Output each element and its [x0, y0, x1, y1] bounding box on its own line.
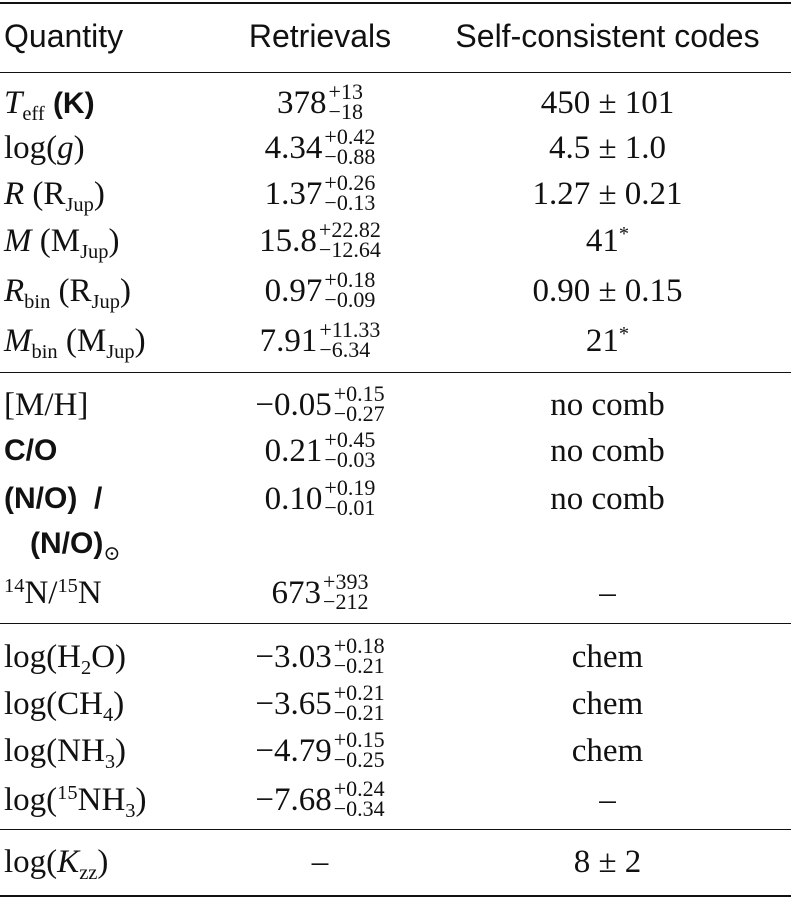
retrieval-value: 378 +13 −18 [277, 79, 363, 125]
row-label: log(15NH3) [4, 781, 147, 823]
self-consistent-value: 41* [585, 222, 630, 259]
retrieval-value: 0.21 +0.45 −0.03 [264, 427, 376, 473]
row-label: Teff (K) [4, 85, 95, 126]
row-label: Mbin (MJup) [4, 323, 146, 364]
row-label: R (RJup) [4, 176, 105, 217]
row-label: M (MJup) [4, 223, 120, 264]
table-row-co: C/O 0.21 +0.45 −0.03 no comb [0, 426, 791, 476]
row-label: C/O [4, 434, 58, 467]
table-row-no: (N/O) / 0.10 +0.19 −0.01 no comb [0, 474, 791, 524]
retrieval-value: 1.37 +0.26 −0.13 [264, 170, 376, 216]
table-row-metallicity: [M/H] −0.05 +0.15 −0.27 no comb [0, 380, 791, 430]
table-row-nh3: log(NH3) −4.79 +0.15 −0.25 chem [0, 726, 791, 776]
retrieval-value: −3.65 +0.21 −0.21 [255, 680, 385, 726]
retrieval-value: −0.05 +0.15 −0.27 [255, 381, 385, 427]
self-consistent-value: chem [571, 686, 644, 722]
self-consistent-value: chem [571, 733, 644, 769]
self-consistent-value: – [599, 782, 616, 818]
self-consistent-value: 450 ± 101 [540, 85, 675, 121]
table-row-teff: Teff (K) 378 +13 −18 450 ± 101 [0, 78, 791, 128]
self-consistent-value: 8 ± 2 [573, 844, 642, 880]
row-label: log(g) [4, 130, 85, 166]
table-row-logg: log(g) 4.34 +0.42 −0.88 4.5 ± 1.0 [0, 123, 791, 173]
section-rule-2 [0, 623, 791, 625]
header-self-consistent: Self-consistent codes [455, 18, 760, 54]
row-label: (N/O) / [4, 482, 103, 515]
table-row-no-continued: (N/O)⊙ [0, 518, 791, 568]
table-row-ch4: log(CH4) −3.65 +0.21 −0.21 chem [0, 679, 791, 729]
retrieval-value: 673 +393 −212 [271, 569, 369, 615]
table-row-mass: M (MJup) 15.8 +22.82 −12.64 41* [0, 216, 791, 266]
retrieval-value: −4.79 +0.15 −0.25 [255, 727, 385, 773]
self-consistent-value: no comb [550, 481, 665, 517]
row-label: log(H2O) [4, 639, 127, 680]
section-rule-1 [0, 372, 791, 374]
table-row-h2o: log(H2O) −3.03 +0.18 −0.21 chem [0, 632, 791, 682]
top-rule [0, 2, 791, 4]
retrieval-value: 4.34 +0.42 −0.88 [264, 124, 376, 170]
retrieval-value: −3.03 +0.18 −0.21 [255, 633, 385, 679]
retrieval-value: −7.68 +0.24 −0.34 [255, 776, 385, 822]
self-consistent-value: no comb [550, 387, 665, 423]
self-consistent-value: – [599, 575, 616, 611]
self-consistent-value: 1.27 ± 0.21 [532, 176, 683, 212]
header-quantity: Quantity [4, 18, 124, 54]
self-consistent-value: 4.5 ± 1.0 [548, 130, 667, 166]
retrieval-value: 7.91 +11.33 −6.34 [259, 317, 381, 363]
row-label: [M/H] [4, 387, 89, 423]
retrieval-value: 0.97 +0.18 −0.09 [264, 267, 376, 313]
header-rule [0, 72, 791, 74]
header-retrievals: Retrievals [248, 18, 392, 54]
table-header: Quantity Retrievals Self-consistent code… [0, 11, 791, 61]
retrieval-value: – [311, 844, 329, 880]
bottom-rule [0, 895, 791, 897]
row-label: Rbin (RJup) [4, 273, 131, 314]
self-consistent-value: 21* [585, 322, 630, 359]
table-row-radius: R (RJup) 1.37 +0.26 −0.13 1.27 ± 0.21 [0, 169, 791, 219]
retrieval-value: 15.8 +22.82 −12.64 [259, 217, 381, 263]
table-row-rbin: Rbin (RJup) 0.97 +0.18 −0.09 0.90 ± 0.15 [0, 266, 791, 316]
row-label: log(NH3) [4, 733, 127, 774]
self-consistent-value: 0.90 ± 0.15 [532, 273, 683, 309]
row-label: 14N/15N [4, 574, 102, 611]
table-row-kzz: log(Kzz) – 8 ± 2 [0, 837, 791, 887]
section-rule-3 [0, 829, 791, 831]
row-label: log(CH4) [4, 686, 125, 727]
row-label: log(Kzz) [4, 844, 109, 885]
self-consistent-value: no comb [550, 433, 665, 469]
row-label-continued: (N/O)⊙ [30, 527, 121, 566]
retrieval-value: 0.10 +0.19 −0.01 [264, 475, 376, 521]
table-row-mbin: Mbin (MJup) 7.91 +11.33 −6.34 21* [0, 316, 791, 366]
table-row-15nh3: log(15NH3) −7.68 +0.24 −0.34 – [0, 775, 791, 825]
self-consistent-value: chem [571, 639, 644, 675]
table-row-nitrogen-ratio: 14N/15N 673 +393 −212 – [0, 568, 791, 618]
